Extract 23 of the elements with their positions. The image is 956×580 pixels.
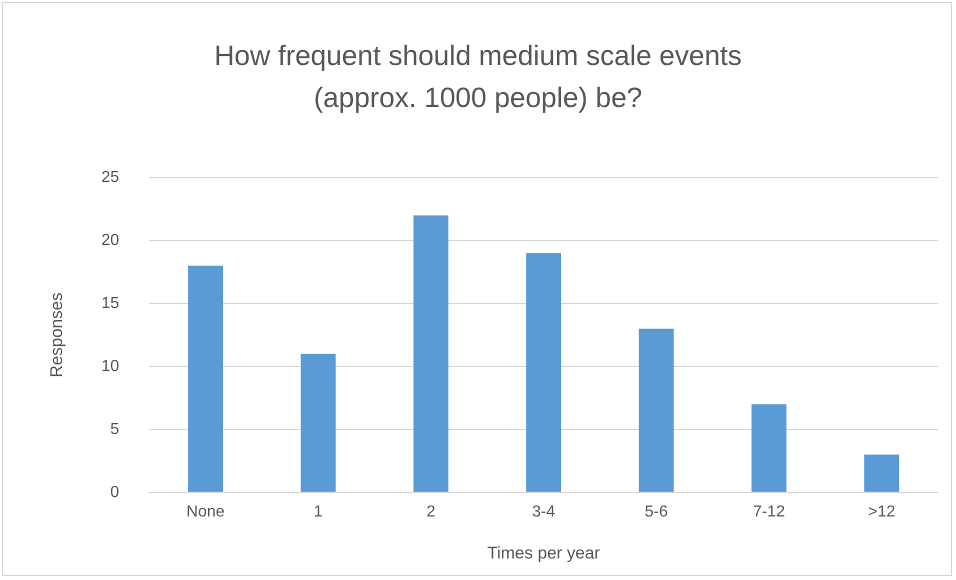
y-axis-title: Responses	[46, 292, 66, 378]
bar	[300, 354, 336, 492]
bar	[188, 266, 224, 492]
x-tick-label: 5-6	[644, 503, 668, 520]
y-tick-label: 10	[101, 358, 120, 375]
x-tick-label: 2	[426, 503, 436, 520]
x-tick-label: 3-4	[532, 503, 556, 520]
x-tick-label: None	[186, 503, 225, 520]
y-tick-label: 25	[101, 169, 120, 186]
bar	[864, 454, 900, 492]
y-tick-label: 0	[110, 484, 120, 501]
bar	[413, 215, 448, 492]
bar	[638, 328, 674, 492]
x-axis-title: Times per year	[487, 543, 600, 562]
bar	[752, 404, 786, 492]
bar	[526, 253, 562, 492]
chart-title: How frequent should medium scale events (approx. 1000 people) be?	[213, 39, 743, 115]
y-tick-label: 20	[101, 232, 120, 249]
x-tick-label: 7-12	[752, 503, 786, 520]
y-tick-label: 15	[101, 294, 120, 312]
x-tick-label: >12	[868, 503, 896, 520]
x-tick-label: 1	[314, 503, 323, 520]
y-tick-label: 5	[110, 420, 120, 438]
